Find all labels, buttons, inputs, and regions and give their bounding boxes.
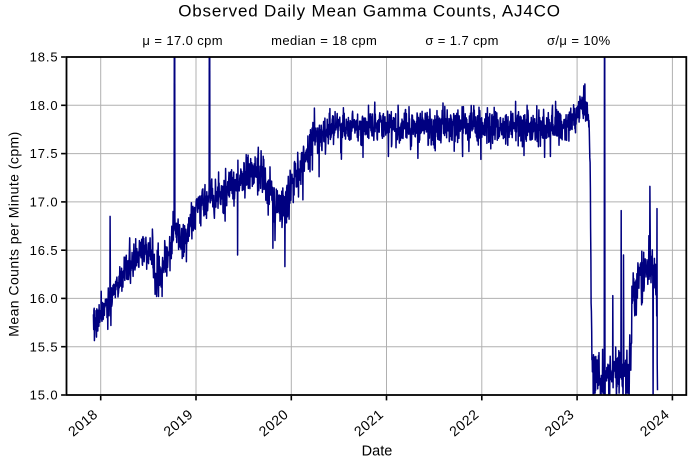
- svg-text:15.0: 15.0: [30, 388, 59, 403]
- svg-text:15.5: 15.5: [30, 339, 59, 354]
- svg-text:16.5: 16.5: [30, 243, 59, 258]
- svg-text:Mean Counts per Minute (cpm): Mean Counts per Minute (cpm): [6, 131, 22, 337]
- svg-text:16.0: 16.0: [30, 291, 59, 306]
- svg-text:18.5: 18.5: [30, 50, 59, 65]
- svg-text:18.0: 18.0: [30, 98, 59, 113]
- svg-text:17.0: 17.0: [30, 195, 59, 210]
- svg-text:Observed Daily Mean Gamma Coun: Observed Daily Mean Gamma Counts, AJ4CO: [178, 1, 561, 20]
- svg-text:17.5: 17.5: [30, 146, 59, 161]
- svg-text:Date: Date: [362, 444, 393, 460]
- svg-text:μ = 17.0 cpm median: μ = 17.0 cpm median = 18 cpm σ = 1.7 cpm…: [142, 33, 610, 48]
